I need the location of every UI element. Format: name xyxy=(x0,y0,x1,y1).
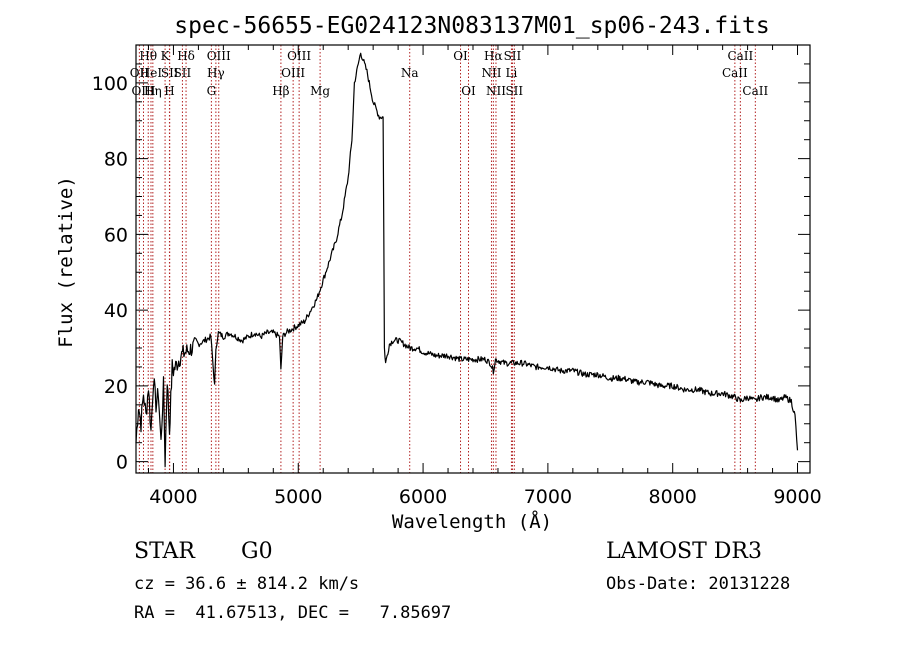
line-label-15: OIII xyxy=(281,66,305,80)
line-label-27: CaII xyxy=(722,66,748,80)
y-tick-label-0: 0 xyxy=(116,452,128,474)
object-class: STAR xyxy=(134,539,195,564)
line-label-10: OIII xyxy=(207,49,231,63)
line-label-11: Hγ xyxy=(207,66,225,80)
line-label-26: CaII xyxy=(727,49,753,63)
y-tick-label-3: 60 xyxy=(104,224,128,246)
chart-title: spec-56655-EG024123N083137M01_sp06-243.f… xyxy=(174,13,769,39)
x-axis-label: Wavelength (Å) xyxy=(392,510,552,533)
y-tick-label-2: 40 xyxy=(104,300,128,322)
x-tick-label-0: 4000 xyxy=(149,486,197,508)
x-tick-label-3: 7000 xyxy=(524,486,572,508)
line-label-17: Na xyxy=(401,66,419,80)
line-label-24: NII xyxy=(486,84,506,98)
observation-date: Obs-Date: 20131228 xyxy=(606,574,791,594)
line-label-13: Hβ xyxy=(272,84,289,98)
line-label-14: OIII xyxy=(287,49,311,63)
line-label-12: G xyxy=(207,84,217,98)
line-label-9: SII xyxy=(174,66,192,80)
spectrum-line xyxy=(135,52,799,468)
line-label-18: OI xyxy=(453,49,468,63)
y-tick-label-1: 20 xyxy=(104,376,128,398)
y-tick-label-5: 100 xyxy=(92,73,128,95)
line-label-28: CaII xyxy=(742,84,768,98)
line-label-5: K xyxy=(161,49,171,63)
line-label-25: SII xyxy=(505,84,523,98)
line-label-3: HeI xyxy=(140,66,163,80)
redshift-value: cz = 36.6 ± 814.2 km/s xyxy=(134,574,360,594)
object-subclass: G0 xyxy=(241,539,273,564)
line-label-23: Li xyxy=(506,66,518,80)
y-tick-label-4: 80 xyxy=(104,149,128,171)
x-tick-label-4: 8000 xyxy=(649,486,697,508)
spectral-line-markers xyxy=(138,45,756,473)
line-label-7: H xyxy=(164,84,174,98)
line-label-21: SII xyxy=(504,49,522,63)
line-label-22: NII xyxy=(481,66,501,80)
x-tick-label-1: 5000 xyxy=(274,486,322,508)
line-label-8: Hδ xyxy=(177,49,195,63)
line-label-0: Hθ xyxy=(139,49,157,63)
line-label-2: OIII xyxy=(131,84,155,98)
axis-ticks xyxy=(136,45,810,473)
line-label-1: OII xyxy=(130,66,150,80)
line-label-6: SII xyxy=(161,66,179,80)
survey-name: LAMOST DR3 xyxy=(606,539,762,564)
y-axis-label: Flux (relative) xyxy=(55,176,77,348)
x-tick-label-2: 6000 xyxy=(399,486,447,508)
x-tick-label-5: 9000 xyxy=(773,486,821,508)
line-label-19: OI xyxy=(461,84,476,98)
line-label-16: Mg xyxy=(310,84,330,98)
line-label-4: Hη xyxy=(144,84,162,98)
axis-tick-labels: 4000 5000 6000 7000 8000 9000 0 20 40 60 80 100 xyxy=(92,73,822,508)
line-label-20: Hα xyxy=(484,49,503,63)
plot-frame xyxy=(135,44,811,474)
coordinates: RA = 41.67513, DEC = 7.85697 xyxy=(134,603,452,623)
